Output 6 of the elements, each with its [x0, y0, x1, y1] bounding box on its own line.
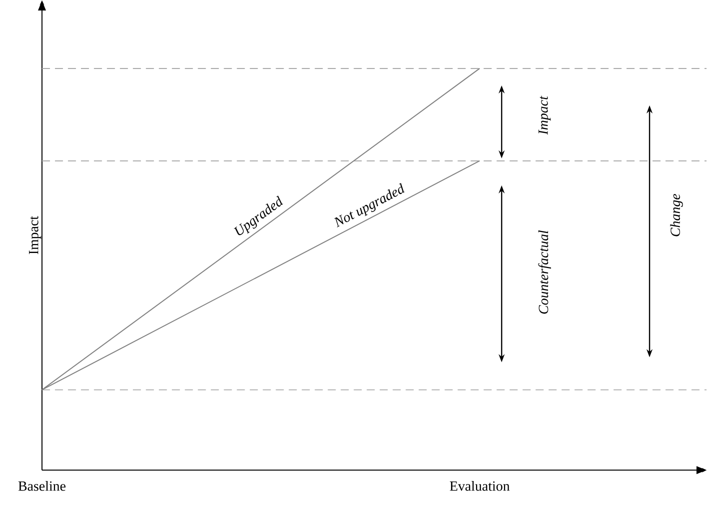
annotation: Change [670, 194, 683, 236]
x-tick-label: Baseline [18, 480, 66, 491]
annotation: Impact [538, 96, 551, 135]
annotation: Counterfactual [538, 230, 552, 314]
x-tick-label: Evaluation [450, 480, 510, 491]
y-axis-title: Impact [29, 216, 42, 254]
